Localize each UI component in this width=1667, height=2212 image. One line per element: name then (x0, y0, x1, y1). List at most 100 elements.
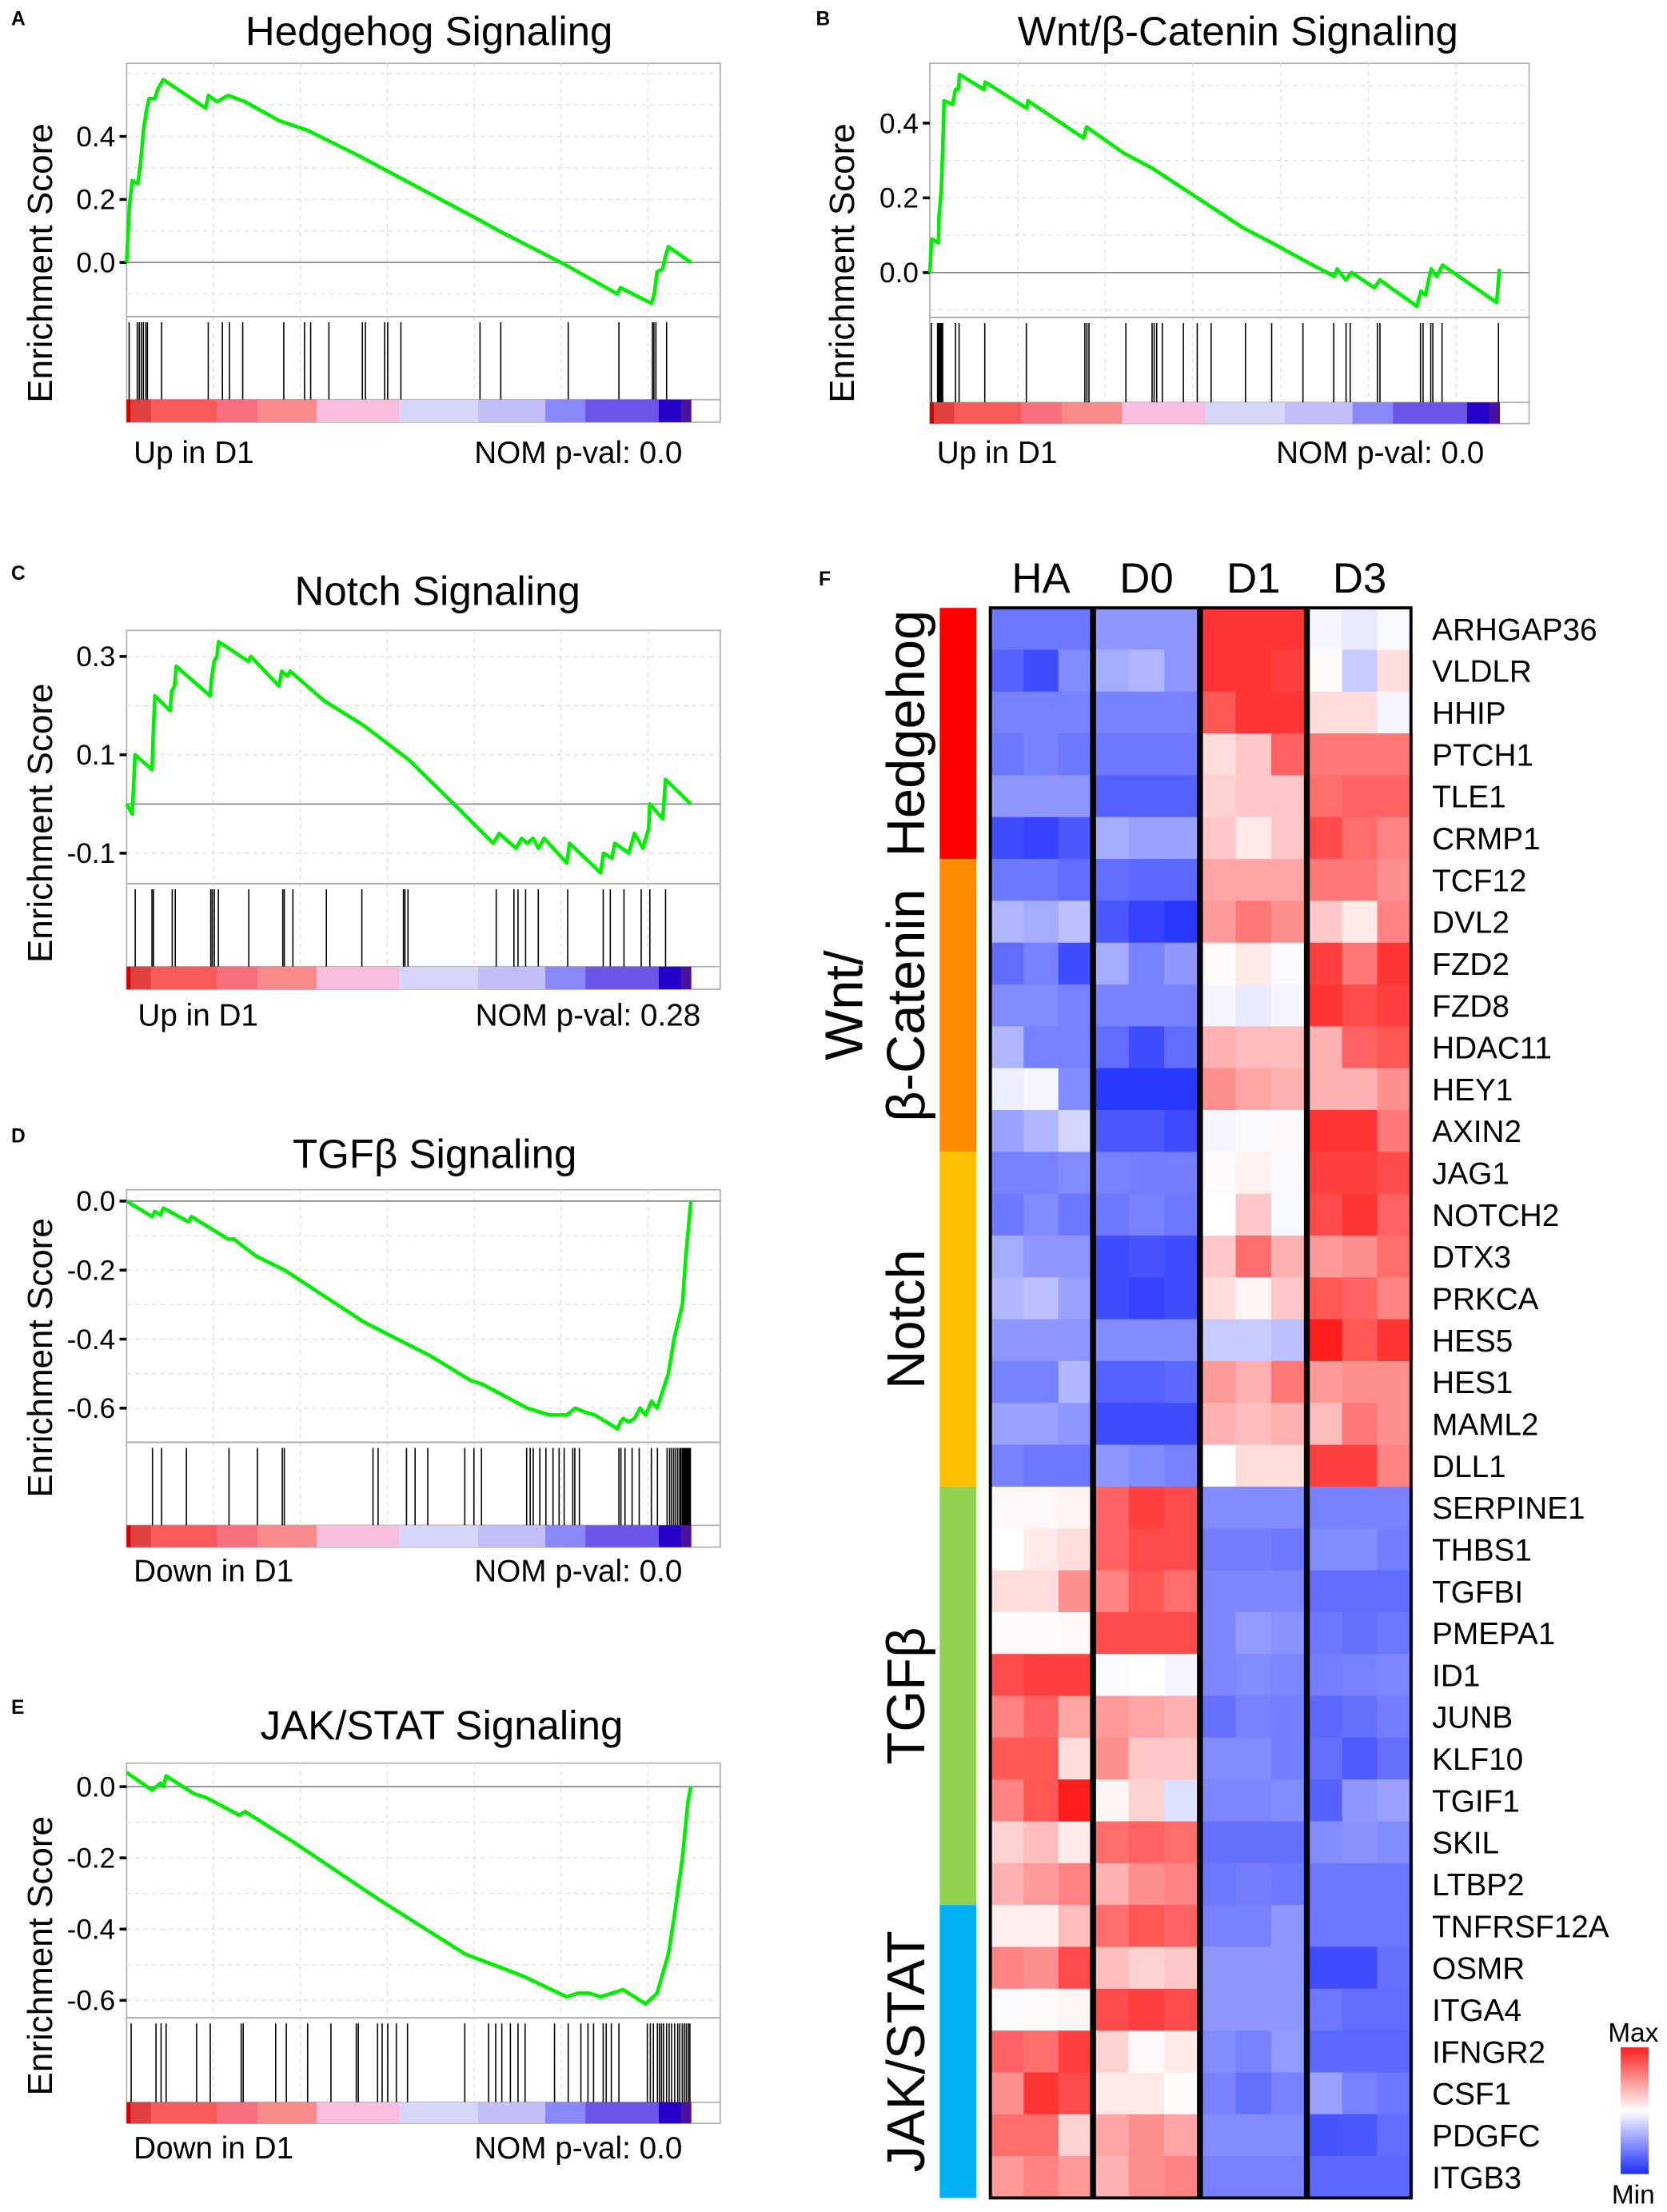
heatmap-cell (1023, 1026, 1059, 1069)
heatmap-cell (1128, 1570, 1165, 1613)
heatmap-cell (1199, 1026, 1237, 1069)
gsea-plot-a: A Hedgehog Signaling 0.0 0.2 0.4 Enrichment S… (11, 8, 721, 470)
heatmap-cell (1342, 649, 1378, 693)
heatmap-cell (1093, 2156, 1130, 2199)
heatmap-cell (1128, 859, 1165, 902)
heatmap-cell (988, 1863, 1025, 1906)
heatmap-cell (1128, 1486, 1165, 1529)
heatmap-panel: F HA D0 D1 D3 ARHGAP36 VLDLR HHIP PTCH1 TLE1 CRMP1… (815, 555, 1659, 2210)
heatmap-cell (1023, 984, 1059, 1028)
y-tick-label: -0.2 (67, 1256, 116, 1287)
group-label: Notch (876, 1249, 936, 1389)
heatmap-cell (1235, 1863, 1272, 1906)
heatmap-cell (1023, 1152, 1059, 1195)
heatmap-cell (1377, 1152, 1414, 1195)
column-group-border (1092, 606, 1201, 2200)
heatmap-cell (988, 733, 1025, 777)
heatmap-cell (1128, 1988, 1165, 2031)
heatmap-cell (1377, 1068, 1414, 1111)
y-tick-label: -0.1 (67, 838, 116, 869)
heatmap-cell (1128, 1110, 1165, 1153)
heatmap-cell (1306, 691, 1343, 734)
group-label: β-Catenin (876, 889, 936, 1122)
enrichment-score-curve (125, 640, 692, 875)
heatmap-cell (988, 1946, 1025, 1990)
rank-colorbar-segment (585, 966, 660, 989)
heatmap-cell (988, 1737, 1025, 1780)
heatmap-cell (1093, 1863, 1130, 1906)
heatmap-cell (1235, 1026, 1272, 1069)
heatmap-cell (1342, 1737, 1378, 1780)
gene-label: PTCH1 (1432, 738, 1533, 773)
rank-colorbar-segment (257, 1525, 317, 1547)
heatmap-cell (1342, 1528, 1378, 1571)
chart-title: Hedgehog Signaling (245, 8, 613, 54)
heatmap-cell (1270, 1235, 1308, 1278)
heatmap-cell (1235, 2072, 1272, 2115)
heatmap-cell (988, 1570, 1025, 1613)
heatmap-cell (1270, 1444, 1308, 1487)
heatmap-cell (1023, 2114, 1059, 2157)
heatmap-cell (1128, 1444, 1165, 1487)
gene-label: PMEPA1 (1432, 1617, 1555, 1651)
heatmap-cell (1235, 900, 1272, 944)
heatmap-cell (1270, 1611, 1308, 1655)
heatmap-cell (1377, 1528, 1414, 1571)
heatmap-cell (1342, 2030, 1378, 2074)
heatmap-cell (1235, 2030, 1272, 2074)
heatmap-cell (1128, 1403, 1165, 1446)
rank-colorbar-segment (585, 2102, 660, 2124)
panel-letter: C (11, 563, 26, 585)
heatmap-cell (1270, 1319, 1308, 1362)
pval-label: NOM p-val: 0.0 (474, 2131, 682, 2166)
heatmap-cell (1023, 1737, 1059, 1780)
heatmap-cell (1058, 942, 1094, 985)
heatmap-cell (1235, 1068, 1272, 1111)
heatmap-cell (1199, 1737, 1237, 1780)
gene-label: CSF1 (1432, 2078, 1511, 2112)
y-tick-label: 0.3 (76, 641, 115, 673)
heatmap-cell (1199, 1821, 1237, 1864)
heatmap-cell (1164, 900, 1201, 944)
heatmap-cell (1164, 1988, 1201, 2031)
direction-label: Up in D1 (138, 999, 258, 1033)
heatmap-cell (1342, 900, 1378, 944)
heatmap-cell (1270, 1821, 1308, 1864)
heatmap-cell (988, 1779, 1025, 1823)
y-tick-label: -0.4 (67, 1324, 116, 1356)
heatmap-cell (1128, 817, 1165, 860)
heatmap-cell (1164, 1737, 1201, 1780)
heatmap-cell (1342, 1779, 1378, 1823)
heatmap-cell (988, 1026, 1025, 1069)
y-axis-label: Enrichment Score (21, 1218, 60, 1497)
heatmap-cell (1058, 608, 1094, 651)
group-color-bar (939, 1152, 977, 1487)
heatmap-cell (1128, 1193, 1165, 1236)
heatmap-cell (1128, 1611, 1165, 1655)
heatmap-cell (1377, 1863, 1414, 1906)
heatmap-cell (1235, 1779, 1272, 1823)
heatmap-cell (1199, 775, 1237, 818)
heatmap-cell (1093, 1779, 1130, 1823)
heatmap-cell (1235, 1946, 1272, 1990)
chart-title: Wnt/β-Catenin Signaling (1018, 8, 1458, 54)
heatmap-cell (1306, 1988, 1343, 2031)
heatmap-cell (1306, 984, 1343, 1028)
heatmap-cell (1199, 1444, 1237, 1487)
heatmap-cell (1023, 1570, 1059, 1613)
rank-colorbar-segment (545, 399, 586, 422)
heatmap-cell (1199, 817, 1237, 860)
heatmap-cell (1235, 1695, 1272, 1739)
panel-letter: B (816, 9, 831, 30)
heatmap-cell (1023, 1193, 1059, 1236)
heatmap-cell (1270, 1570, 1308, 1613)
heatmap-cell (1342, 608, 1378, 651)
heatmap-cell (1306, 2156, 1343, 2199)
heatmap-cell (1306, 649, 1343, 693)
heatmap-cell (1235, 1110, 1272, 1153)
panel-letter: F (819, 569, 831, 590)
rank-colorbar-segment (1284, 402, 1354, 424)
rank-colorbar-segment (658, 966, 681, 989)
heatmap-cell (1093, 1152, 1130, 1195)
gene-label: HES1 (1432, 1366, 1513, 1400)
